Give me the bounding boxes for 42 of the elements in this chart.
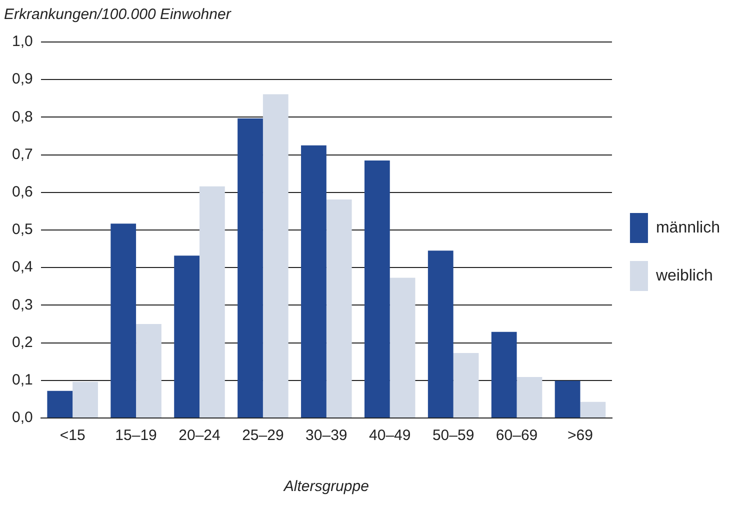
x-tick-label: 20–24 [178, 427, 220, 444]
legend-label: weiblich [654, 267, 713, 284]
y-tick-label: 0,7 [12, 146, 33, 163]
bar [364, 160, 390, 418]
bar [262, 94, 288, 418]
y-tick-label: 0,2 [12, 334, 33, 351]
y-tick-label: 0,0 [12, 409, 33, 426]
y-tick-label: 0,8 [12, 108, 33, 126]
y-tick-label: 0,3 [12, 296, 33, 314]
bar [199, 186, 225, 418]
y-tick-label: 0,6 [12, 184, 33, 201]
bar [554, 380, 580, 418]
bar [301, 145, 326, 418]
bar [72, 382, 98, 418]
bar [428, 250, 454, 418]
y-tick-label: 0,1 [12, 372, 33, 389]
bar [580, 402, 606, 418]
bar [491, 332, 517, 418]
legend-label: männlich [656, 219, 720, 236]
y-tick-label: 1,0 [12, 33, 33, 50]
y-tick-label: 0,4 [12, 258, 33, 276]
y-tick-label: 0,5 [12, 221, 33, 238]
x-tick-label: >69 [568, 427, 593, 444]
bar [453, 352, 479, 418]
bar [390, 278, 416, 418]
bar [136, 324, 162, 418]
x-tick-label: <15 [60, 427, 86, 444]
x-axis-title: Altersgruppe [282, 478, 369, 496]
bar [238, 118, 263, 418]
bar [516, 377, 542, 418]
x-tick-label: 60–69 [496, 427, 538, 444]
bar [326, 200, 352, 418]
bar [47, 390, 73, 418]
x-tick-label: 25–29 [242, 427, 284, 444]
x-tick-label: 40–49 [369, 427, 411, 444]
x-tick-label: 15–19 [115, 427, 157, 444]
x-tick-label: 30–39 [306, 427, 348, 444]
bar [110, 224, 136, 418]
y-axis-title: Erkrankungen/100.000 Einwohner [4, 6, 232, 24]
bar [174, 256, 200, 418]
y-tick-label: 0,9 [12, 70, 33, 88]
x-tick-label: 50–59 [432, 427, 474, 444]
